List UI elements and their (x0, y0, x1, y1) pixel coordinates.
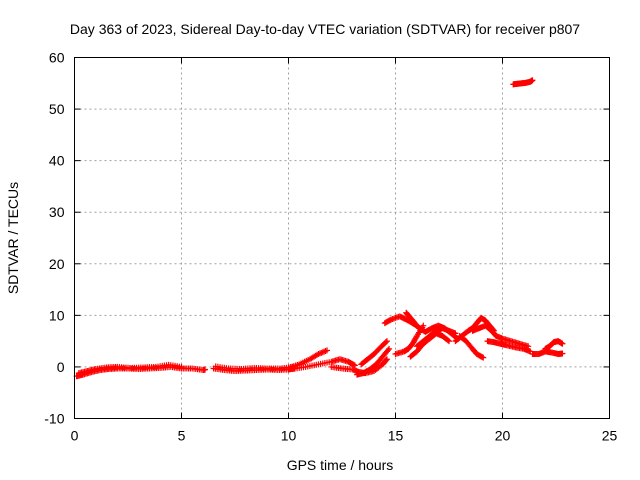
data-point (385, 347, 392, 354)
chart-title: Day 363 of 2023, Sidereal Day-to-day VTE… (70, 21, 580, 37)
series-arc-20 (542, 338, 566, 352)
data-point (202, 366, 209, 373)
data-point (559, 350, 566, 357)
data-point (529, 77, 536, 84)
data-point (413, 334, 420, 341)
series-arc-8 (353, 345, 393, 378)
data-point (178, 363, 185, 370)
x-tick-label: 0 (71, 428, 79, 444)
x-tick-label: 20 (495, 428, 511, 444)
data-point (452, 330, 459, 337)
data-point (383, 356, 390, 363)
x-tick-label: 25 (602, 428, 618, 444)
series-arc-13 (407, 330, 452, 360)
data-point (383, 357, 390, 364)
data-point (444, 337, 451, 344)
data-points (73, 77, 566, 380)
series-arc-21 (510, 77, 536, 88)
axis-ticks: 0 5 10 15 20 25 -10 0 10 20 30 40 50 60 (44, 50, 617, 444)
series-arc-17 (484, 338, 534, 355)
y-tick-label: 30 (49, 204, 65, 220)
x-axis-label: GPS time / hours (287, 457, 394, 473)
series-arc-9 (358, 338, 390, 368)
y-tick-label: 40 (49, 153, 65, 169)
y-axis-label: SDTVAR / TECUs (5, 182, 21, 294)
plot-frame (74, 57, 610, 419)
data-point (480, 354, 487, 361)
grid (74, 57, 610, 419)
data-point (559, 340, 566, 347)
series-arc-2 (75, 361, 185, 377)
data-point (382, 339, 389, 346)
y-tick-label: 60 (49, 50, 65, 66)
y-tick-label: 20 (49, 256, 65, 272)
series-arc-19 (529, 348, 566, 358)
series-arc-16 (469, 322, 532, 350)
x-tick-label: 15 (388, 428, 404, 444)
y-tick-label: 0 (57, 359, 65, 375)
x-tick-label: 5 (178, 428, 186, 444)
data-point (324, 347, 331, 354)
series-arc-6 (289, 356, 358, 372)
series-arc-18 (456, 332, 487, 361)
series-arc-14 (413, 325, 459, 350)
data-point (386, 345, 393, 352)
y-tick-label: 10 (49, 307, 65, 323)
data-point (446, 338, 452, 345)
data-point (479, 354, 486, 361)
x-tick-label: 10 (281, 428, 297, 444)
y-tick-label: 50 (49, 101, 65, 117)
data-point (350, 361, 357, 368)
data-point (383, 338, 390, 345)
y-tick-label: -10 (44, 411, 64, 427)
